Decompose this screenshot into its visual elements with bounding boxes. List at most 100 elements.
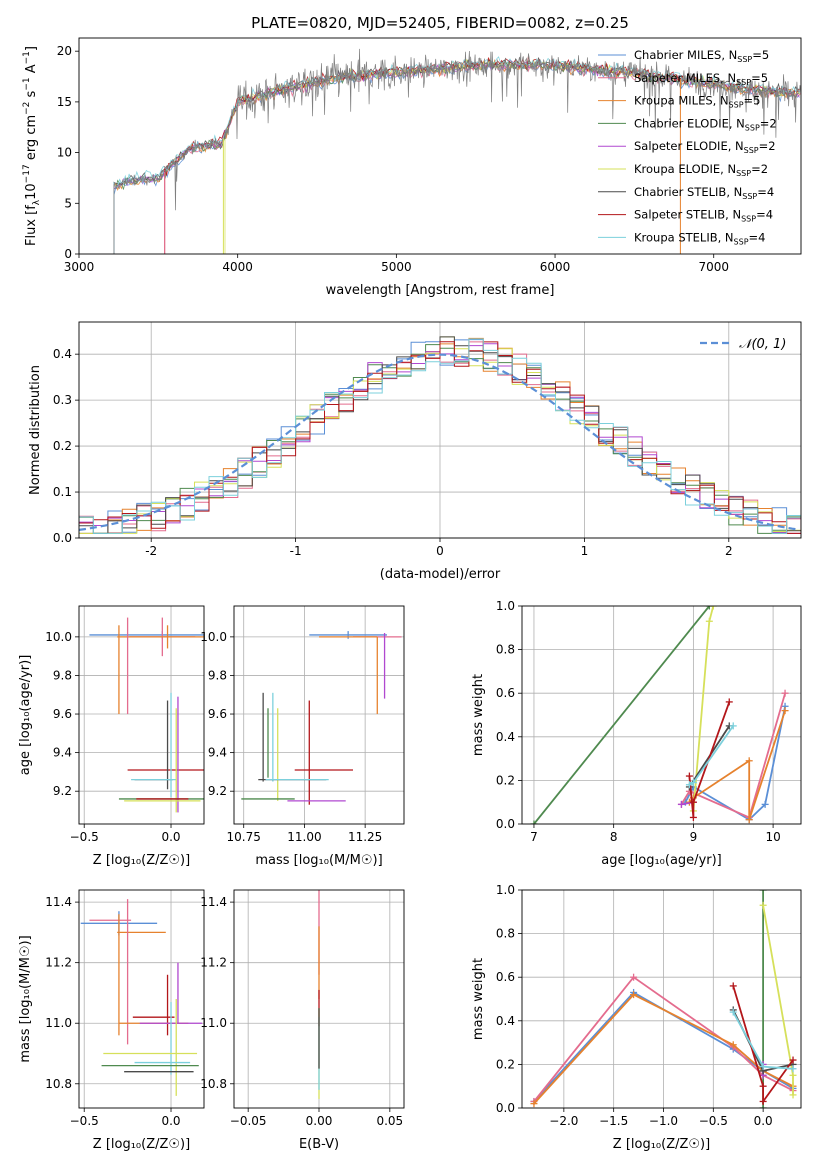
weight_vs_age-xtick-label: 10 (765, 830, 780, 844)
legend-count: =5 (751, 71, 768, 85)
mass_vs_Z-ytick-label: 11.0 (45, 1016, 72, 1030)
legend-count: =5 (744, 94, 761, 108)
mass_vs_ebv-xlabel: E(B-V) (299, 1137, 339, 1152)
legend-sub: SSP (734, 237, 749, 246)
spectrum-ytick-label: 10 (57, 146, 72, 160)
mass_vs_Z-frame (78, 889, 205, 1109)
mass_vs_ebv-xtick-label: 0.00 (306, 1114, 333, 1128)
legend-sub: SSP (729, 101, 744, 110)
weight_vs_Z-frame (521, 889, 802, 1109)
age_vs_Z-xtick-label: −0.5 (70, 830, 99, 844)
legend-label: Salpeter ELODIE, NSSP=2 (634, 139, 776, 155)
age_vs_Z-xtick-label: 0.0 (161, 830, 180, 844)
weight_vs_Z-ytick-label: 0.2 (496, 1057, 515, 1071)
age_vs_mass-frame (233, 605, 405, 825)
legend-label: Salpeter STELIB, NSSP=4 (634, 208, 773, 224)
legend-sub: SSP (741, 215, 756, 224)
weight_vs_Z-ytick-label: 1.0 (496, 883, 515, 897)
legend-sub: SSP (736, 78, 751, 87)
mass_vs_ebv-frame (233, 889, 405, 1109)
gaussian-curve (79, 353, 799, 531)
age_vs_Z-axes: −0.5 0.0 9.2 9.4 9.6 9.8 10.0 (45, 606, 204, 844)
spectrum-ylabel-part: erg cm (24, 115, 39, 164)
legend-count: =4 (749, 230, 766, 244)
spectrum-ylabel-part: s (24, 90, 39, 101)
age_vs_mass-ytick-label: 9.2 (208, 784, 227, 798)
legend-label: Chabrier ELODIE, NSSP=2 (634, 116, 777, 132)
legend-sub: SSP (737, 55, 752, 64)
mass_vs_ebv-ytick-label: 11.4 (200, 895, 227, 909)
age_vs_mass-xtick-label: 11.00 (287, 830, 321, 844)
mass_vs_ebv-ytick-label: 10.8 (200, 1077, 227, 1091)
legend-count: =2 (759, 139, 776, 153)
legend-sub: SSP (742, 192, 757, 201)
legend-count: =2 (760, 116, 777, 130)
legend-count: =4 (757, 185, 774, 199)
spectrum-ytick-label: 0 (64, 247, 72, 261)
age_vs_Z-ytick-label: 9.4 (53, 746, 72, 760)
legend-sub: SSP (736, 169, 751, 178)
spectrum-plot (113, 48, 801, 254)
residuals-ytick-label: 0.2 (53, 439, 72, 453)
age_vs_mass-xlabel: mass [log₁₀(M/M☉)] (255, 853, 382, 868)
weight_vs_Z-plot (530, 890, 797, 1108)
residuals-xlabel: (data-model)/error (380, 567, 501, 582)
residuals-axes: -2 -1 0 1 2 0.0 0.1 0.2 0.3 0.4 (53, 322, 801, 558)
age_vs_mass-ytick-label: 9.6 (208, 707, 227, 721)
age_vs_Z-ytick-label: 9.2 (53, 784, 72, 798)
mass_vs_Z-plot (80, 899, 203, 1096)
mass_vs_Z-xlabel: Z [log₁₀(Z/Z☉)] (93, 1137, 190, 1152)
weight_vs_Z-ytick-label: 0.4 (496, 1014, 515, 1028)
legend-label: Kroupa MILES, NSSP=5 (634, 94, 760, 110)
legend-label-gaussian: 𝒩(0, 1) (739, 337, 786, 352)
age_vs_Z-ylabel: age [log₁₀(age/yr)] (18, 655, 33, 776)
mass_vs_Z-ytick-label: 11.4 (45, 895, 72, 909)
residuals-frame (78, 321, 802, 539)
spectrum-ylabel-part: A (24, 64, 39, 77)
legend-label: Chabrier STELIB, NSSP=4 (634, 185, 774, 201)
residuals-xtick-label: 0 (436, 544, 444, 558)
weight_vs_Z-ylabel: mass weight (471, 958, 486, 1040)
age_vs_Z-ytick-label: 9.8 (53, 668, 72, 682)
weight_vs_age-series-line (688, 701, 731, 818)
residuals-plot (79, 336, 801, 534)
spectrum-xtick-label: 5000 (381, 260, 412, 274)
weight_vs_age-ytick-label: 0.6 (496, 686, 515, 700)
histogram-step (79, 338, 801, 534)
spectrum-model-line (113, 59, 800, 254)
residuals-ytick-label: 0.4 (53, 347, 72, 361)
legend-label: Salpeter MILES, NSSP=5 (634, 71, 768, 87)
legend-label: Kroupa STELIB, NSSP=4 (634, 230, 765, 246)
spectrum-ylabel: Flux [fλ10−17 erg cm−2 s−1 A−1] (22, 46, 42, 246)
spectrum-legend: Chabrier MILES, NSSP=5 Salpeter MILES, NS… (598, 48, 777, 246)
spectrum-xtick-label: 7000 (698, 260, 729, 274)
weight_vs_age-plot (530, 606, 789, 824)
age_vs_Z-xlabel: Z [log₁₀(Z/Z☉)] (93, 853, 190, 868)
spectrum-ylabel-part: −1 (22, 77, 32, 90)
weight_vs_age-ytick-label: 0.8 (496, 643, 515, 657)
mass_vs_Z-xtick-label: 0.0 (161, 1114, 180, 1128)
weight_vs_Z-ytick-label: 0.8 (496, 927, 515, 941)
weight_vs_Z-xtick-label: 0.0 (754, 1114, 773, 1128)
spectrum-xlabel: wavelength [Angstrom, rest frame] (326, 283, 555, 298)
legend-label: Kroupa ELODIE, NSSP=2 (634, 162, 768, 178)
weight_vs_Z-xtick-label: −1.0 (649, 1114, 678, 1128)
spectrum-ylabel-part: −2 (22, 102, 32, 115)
mass_vs_Z-ylabel: mass [log₁₀(M/M☉)] (18, 935, 33, 1062)
weight_vs_age-axes: 7 8 9 10 0.0 0.2 0.4 0.6 0.8 1.0 (496, 599, 801, 844)
age_vs_Z-plot (89, 617, 204, 813)
weight_vs_Z-ytick-label: 0.0 (496, 1101, 515, 1115)
legend-count: =4 (756, 208, 773, 222)
residuals-ylabel: Normed distribution (28, 365, 43, 495)
weight_vs_age-series-line (533, 606, 711, 824)
weight_vs_Z-ytick-label: 0.6 (496, 970, 515, 984)
spectrum-data-line (113, 48, 801, 254)
legend-count: =2 (751, 162, 768, 176)
age_vs_mass-ytick-label: 9.8 (208, 668, 227, 682)
mass_vs_Z-ytick-label: 11.2 (45, 956, 72, 970)
age_vs_mass-xtick-label: 10.75 (227, 830, 261, 844)
age_vs_mass-ytick-label: 10.0 (200, 630, 227, 644)
legend-sub: SSP (745, 123, 760, 132)
residuals-xtick-label: -1 (290, 544, 302, 558)
